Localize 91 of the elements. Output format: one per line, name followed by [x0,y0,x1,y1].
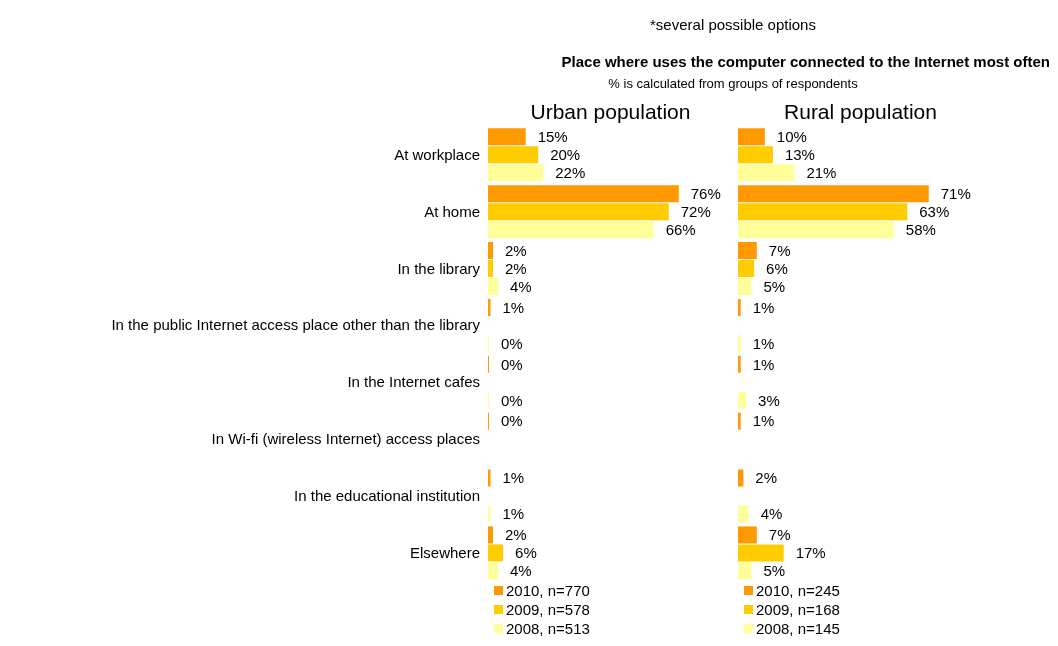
text: Place where uses the computer connected to the Internet most often [560,53,1050,70]
y-tick-label: In Wi-fi (wireless Internet) access places [211,430,480,448]
data-label: 0% [501,391,523,409]
bar [488,128,526,146]
bar [488,185,679,203]
text: *several possible options [649,16,817,33]
bar [488,469,491,487]
bar [488,164,544,182]
data-label: 3% [758,391,780,409]
y-tick-label: In the public Internet access place other than the library [111,316,481,334]
bar [738,391,747,409]
data-label: 1% [502,298,525,316]
data-label: 0% [501,355,523,373]
bar [738,355,741,373]
bar [488,203,669,221]
bar [488,505,491,523]
bar [738,469,744,487]
data-label: 5% [763,562,786,580]
legend-label: 2009, n=168 [756,600,840,619]
data-label: 7% [768,526,791,544]
bar [738,334,741,352]
data-label: 1% [752,412,775,430]
y-tick-label: In the Internet cafes [347,373,480,391]
bar [488,260,494,278]
legend-label: 2009, n=578 [506,600,590,619]
data-label: 0% [501,412,523,430]
data-label: 4% [510,562,532,580]
data-label: 63% [919,202,950,220]
data-label: 4% [760,505,783,523]
data-label: 76% [690,184,721,202]
bar [488,221,654,239]
y-tick-label: At home [424,202,480,220]
bar [738,298,741,316]
data-label: 72% [680,202,711,220]
bar [738,562,752,580]
bar [488,278,499,296]
data-label: 2% [755,469,778,487]
y-tick-label: At workplace [394,145,480,163]
data-label: 71% [940,184,971,202]
bar [738,164,795,182]
data-label: 1% [502,505,525,523]
data-label: 66% [665,220,696,238]
data-label: 10% [776,128,807,146]
data-label: 2% [505,241,527,259]
data-label: 7% [768,241,791,259]
chart-title: Rural population [783,100,938,125]
data-label: 21% [806,164,837,182]
bar [738,526,757,544]
bar [738,242,757,260]
bar [738,505,749,523]
chart-title: Urban population [529,100,692,125]
bar [488,526,494,544]
data-label: 5% [763,277,786,295]
y-tick-label: In the educational institution [294,487,480,505]
bar [488,242,494,260]
data-label: 58% [905,220,936,238]
bar [738,203,908,221]
bar [738,185,929,203]
data-label: 6% [766,259,788,277]
bar [738,260,755,278]
bar [738,544,784,562]
bar [488,298,491,316]
text: % is calculated from groups of respondents [607,76,859,91]
bar [738,128,765,146]
bar [488,146,539,164]
data-label: 1% [502,469,525,487]
data-label: 2% [505,526,527,544]
legend-label: 2008, n=145 [756,619,840,638]
data-label: 0% [501,334,523,352]
data-label: 1% [752,334,775,352]
bar [738,146,773,164]
y-tick-label: In the library [397,259,481,277]
y-tick-label: Elsewhere [409,543,480,561]
data-label: 22% [555,164,586,182]
bar [738,278,752,296]
bar [738,221,894,239]
data-label: 15% [537,128,568,146]
bar [488,562,499,580]
legend-label: 2010, n=245 [756,581,840,600]
legend-label: 2010, n=770 [506,581,590,600]
bar [488,544,504,562]
data-label: 6% [515,544,537,562]
data-label: 20% [550,146,581,164]
bar [738,412,741,430]
data-label: 17% [795,544,826,562]
legend-label: 2008, n=513 [506,619,590,638]
data-label: 1% [752,355,775,373]
data-label: 2% [505,259,527,277]
data-label: 4% [510,277,532,295]
data-label: 13% [784,146,815,164]
data-label: 1% [752,298,775,316]
